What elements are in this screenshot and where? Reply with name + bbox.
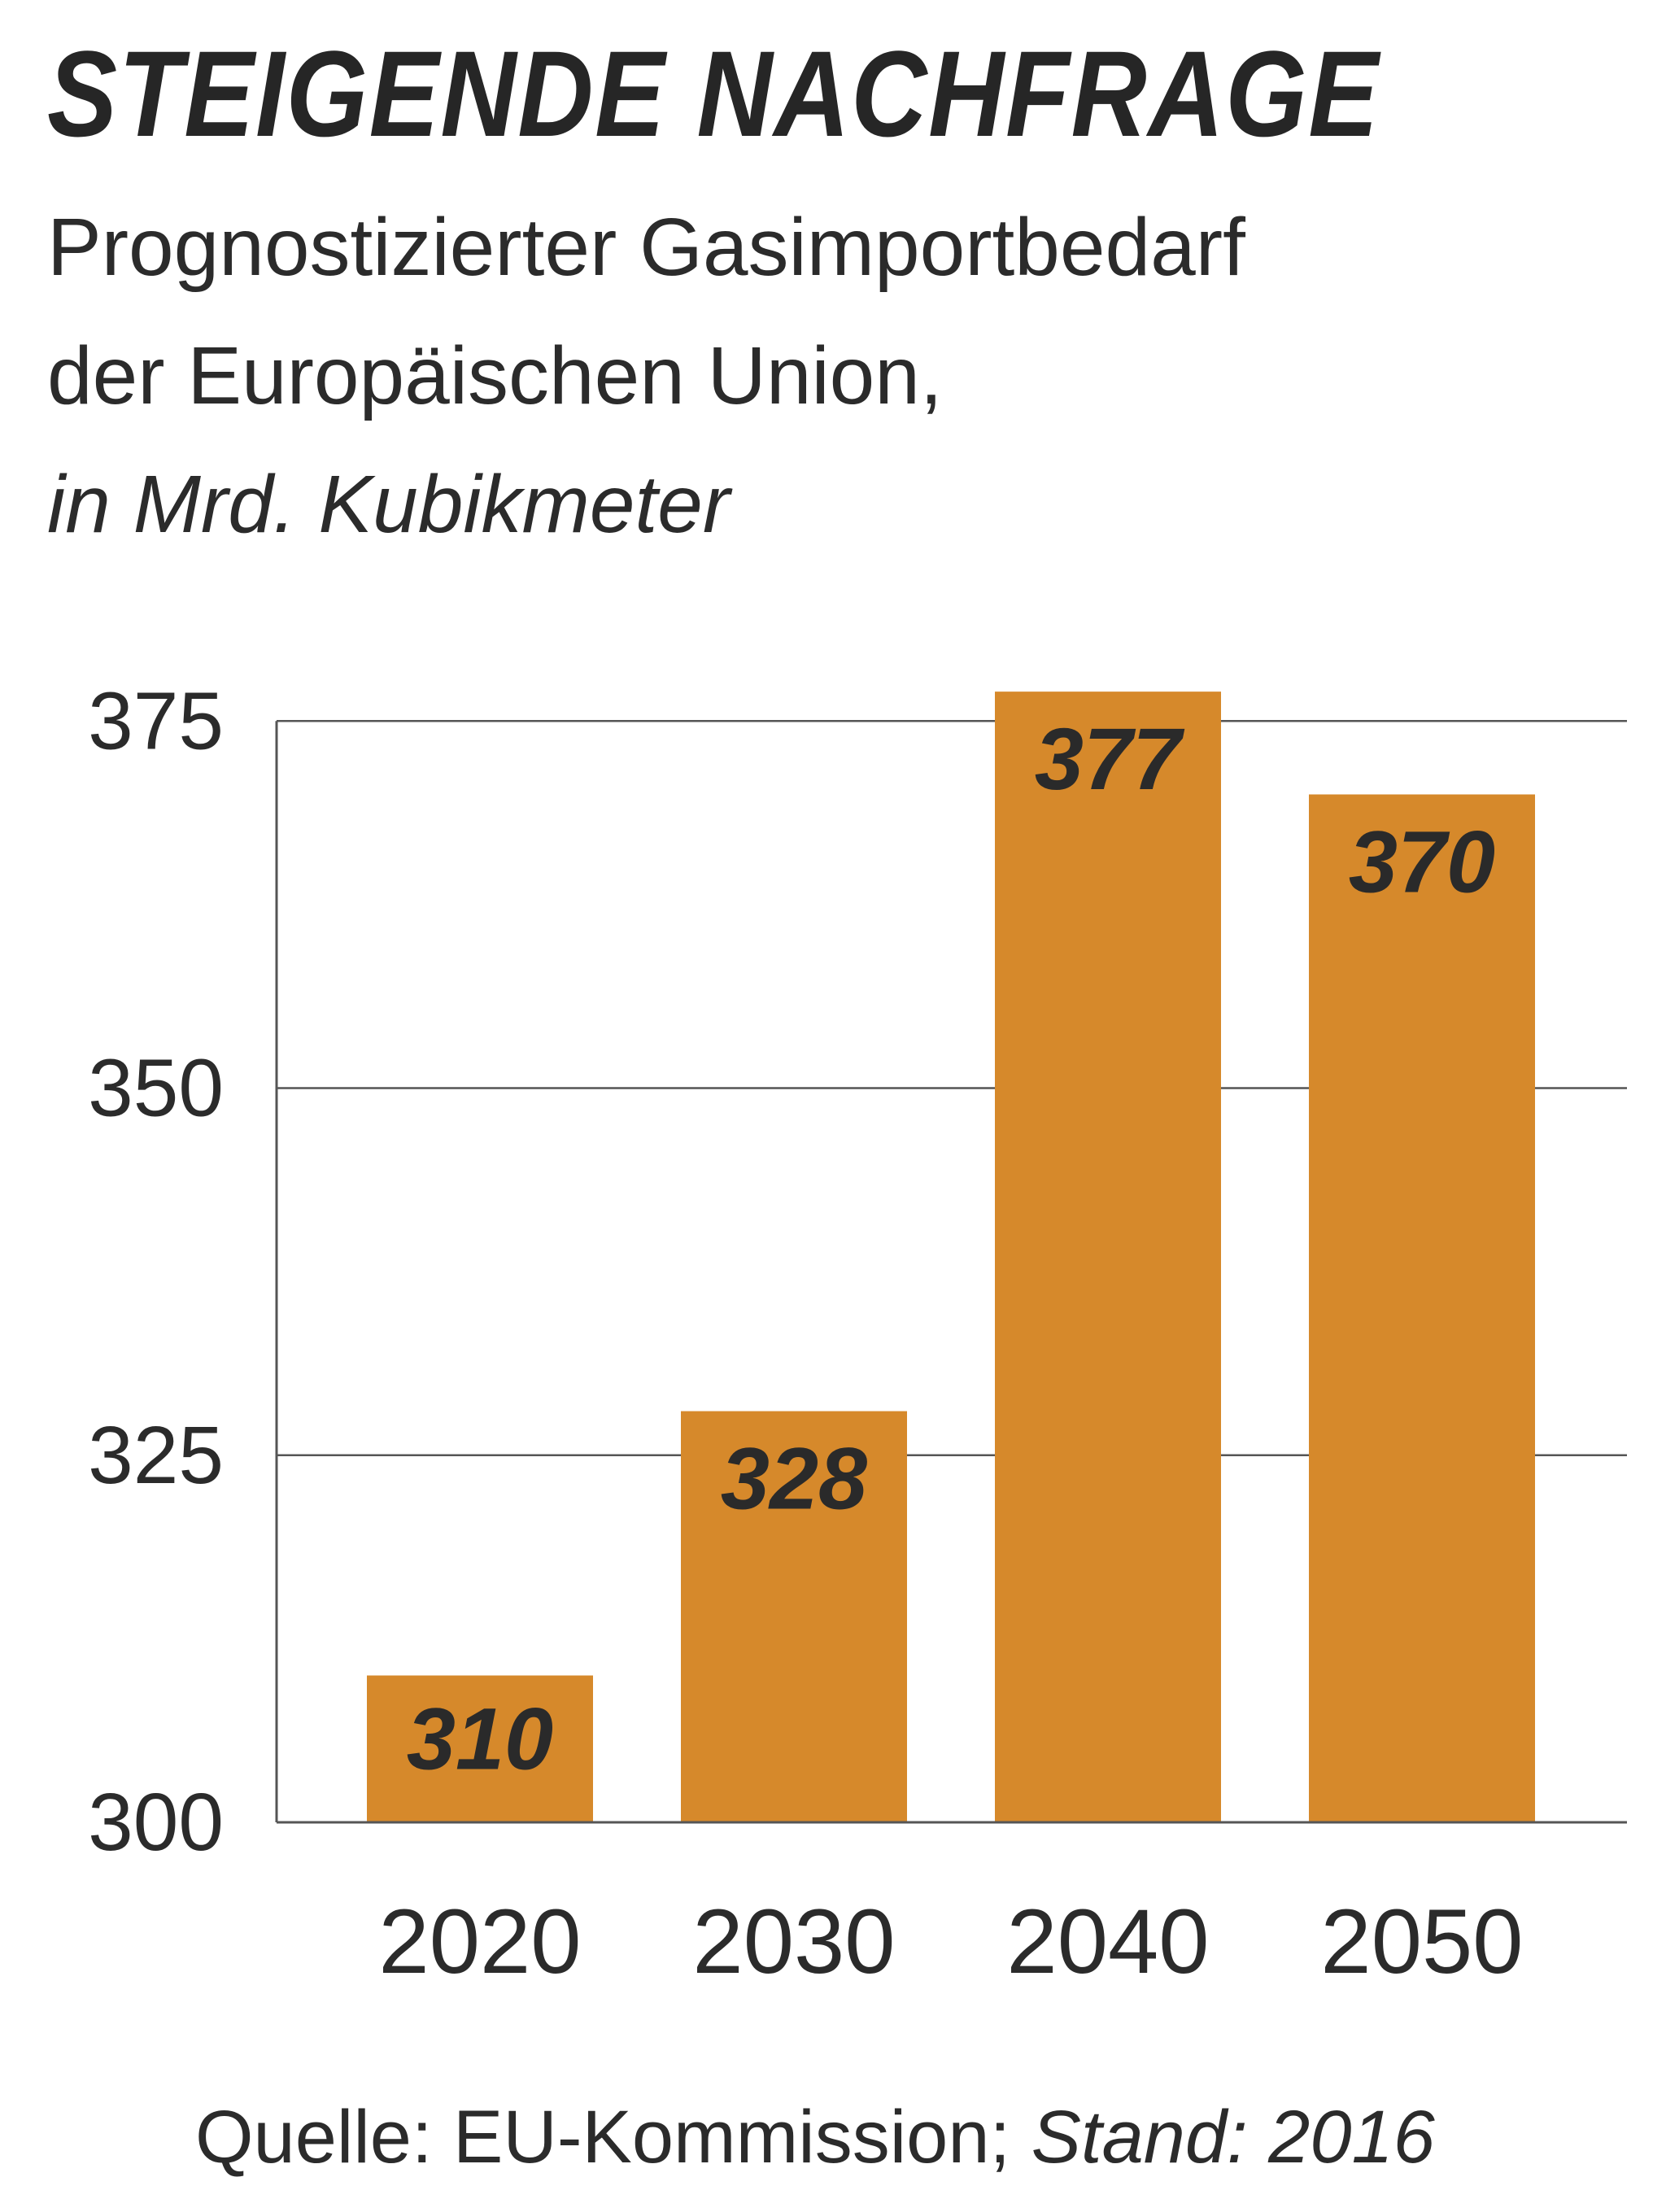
bar-chart: 300 325 350 375 310 2020 328 2030 377 2040 370 2050: [88, 675, 1627, 1992]
y-tick-label: 375: [88, 675, 224, 766]
y-tick-label: 325: [88, 1410, 224, 1501]
subtitle-line-1: Prognostizierter Gasimportbedarf: [47, 202, 1245, 293]
unit-label: in Mrd. Kubikmeter: [47, 459, 731, 550]
bar: [1309, 794, 1535, 1822]
bar: [681, 1411, 907, 1822]
data-label: 310: [407, 1690, 553, 1788]
y-tick-label: 300: [88, 1777, 224, 1868]
y-tick-label: 350: [88, 1043, 224, 1134]
x-tick-label: 2040: [1006, 1891, 1209, 1992]
x-tick-label: 2030: [692, 1891, 895, 1992]
chart-subtitle: Prognostizierter Gasimportbedarf der Eur…: [47, 183, 1245, 569]
source-date: Stand: 2016: [1031, 2096, 1435, 2179]
chart-title: STEIGENDE NACHFRAGE: [47, 25, 1380, 162]
bar: [367, 1675, 593, 1822]
data-label: 377: [1035, 709, 1185, 808]
source-note: Quelle: EU-Kommission; Stand: 2016: [195, 2092, 1435, 2182]
bar: [995, 692, 1221, 1822]
data-label: 370: [1349, 813, 1495, 911]
subtitle-line-2: der Europäischen Union,: [47, 330, 943, 421]
x-tick-label: 2050: [1320, 1891, 1523, 1992]
data-label: 328: [721, 1429, 867, 1528]
source-text: Quelle: EU-Kommission;: [195, 2096, 1031, 2179]
x-tick-label: 2020: [378, 1891, 581, 1992]
